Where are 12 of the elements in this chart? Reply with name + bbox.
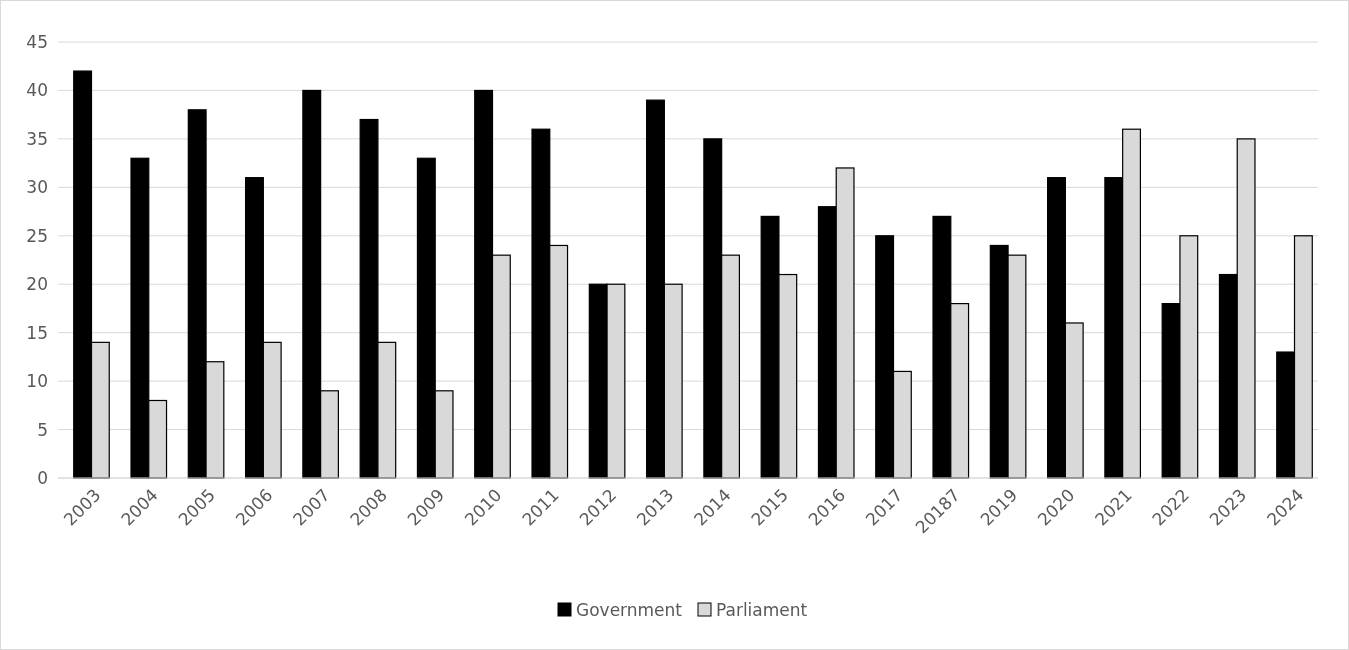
- y-tick-label: 0: [37, 467, 48, 488]
- y-tick-label: 35: [26, 128, 48, 149]
- y-tick-label: 40: [26, 80, 48, 101]
- legend-label: Parliament: [716, 599, 808, 620]
- y-tick-label: 5: [37, 419, 48, 440]
- y-tick-label: 15: [26, 322, 48, 343]
- legend-label: Government: [576, 599, 683, 620]
- y-tick-label: 30: [26, 177, 48, 198]
- y-tick-label: 20: [26, 274, 48, 295]
- y-tick-label: 25: [26, 225, 48, 246]
- y-tick-label: 10: [26, 371, 48, 392]
- y-tick-label: 45: [26, 31, 48, 52]
